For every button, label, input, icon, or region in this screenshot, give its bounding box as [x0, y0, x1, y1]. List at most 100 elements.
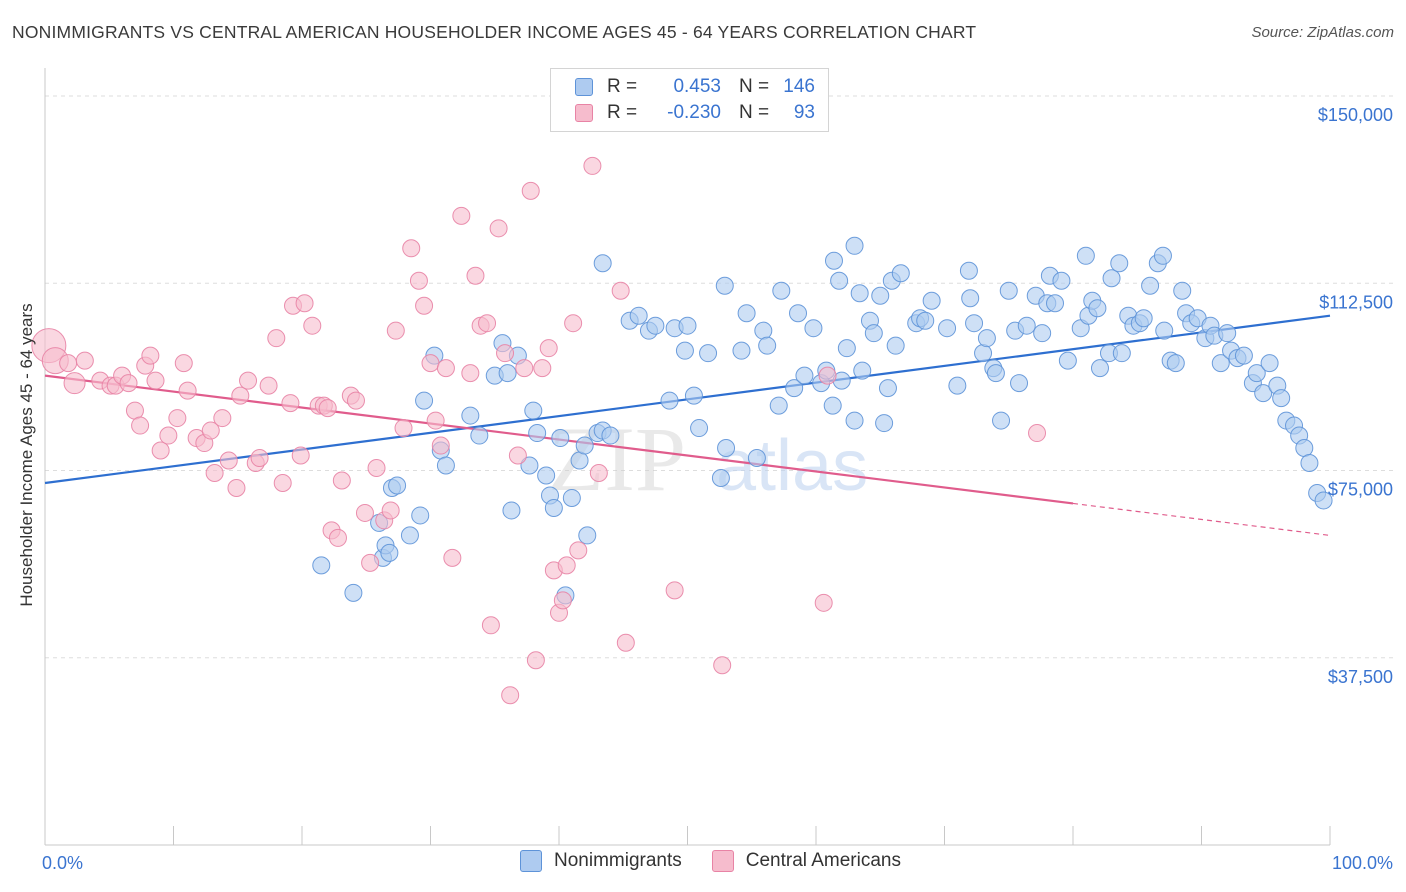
central-american-point: [466, 266, 485, 285]
central-american-point: [250, 449, 269, 468]
nonimmigrant-point: [570, 451, 589, 470]
nonimmigrant-point: [1260, 354, 1279, 373]
pink-swatch-icon: [575, 104, 593, 122]
central-american-point: [526, 651, 545, 670]
nonimmigrant-point: [1314, 491, 1333, 510]
central-american-point: [564, 314, 583, 333]
central-american-point: [119, 374, 138, 393]
nonimmigrant-point: [922, 291, 941, 310]
nonimmigrant-point: [737, 304, 756, 323]
nonimmigrant-point: [388, 476, 407, 495]
nonimmigrant-point: [758, 336, 777, 355]
central-american-point: [426, 411, 445, 430]
nonimmigrant-point: [785, 379, 804, 398]
series-legend: Nonimmigrants Central Americans: [520, 850, 931, 872]
central-american-point: [521, 181, 540, 200]
x-tick-label: 0.0%: [42, 853, 83, 873]
nonimmigrant-point: [660, 391, 679, 410]
central-american-point: [205, 463, 224, 482]
central-american-point: [539, 339, 558, 358]
nonimmigrant-point: [850, 284, 869, 303]
nonimmigrant-point: [878, 379, 897, 398]
central-american-point: [332, 471, 351, 490]
central-american-point: [394, 419, 413, 438]
nonimmigrant-point: [678, 316, 697, 335]
legend-r-label: R =: [607, 102, 638, 123]
central-american-point: [481, 616, 500, 635]
nonimmigrant-point: [551, 429, 570, 448]
nonimmigrant-point: [1173, 281, 1192, 300]
nonimmigrant-point: [961, 289, 980, 308]
legend-n-label: N =: [739, 76, 770, 97]
nonimmigrant-point: [747, 449, 766, 468]
central-american-point: [452, 206, 471, 225]
nonimmigrant-point: [789, 304, 808, 323]
correlation-legend: R = 0.453 N = 146 R = -0.230 N = 93: [550, 68, 829, 132]
nonimmigrant-point: [411, 506, 430, 525]
central-american-point: [227, 478, 246, 497]
nonimmigrant-point: [1295, 439, 1314, 458]
nonimmigrant-point: [717, 439, 736, 458]
central-american-point: [508, 446, 527, 465]
nonimmigrant-point: [1272, 389, 1291, 408]
central-american-point: [346, 391, 365, 410]
legend-label-nonimmigrants: Nonimmigrants: [554, 850, 682, 871]
central-american-point: [303, 316, 322, 335]
legend-n-label: N =: [739, 102, 770, 123]
central-american-point: [75, 351, 94, 370]
nonimmigrant-point: [795, 366, 814, 385]
nonimmigrant-point: [1155, 321, 1174, 340]
nonimmigrant-point: [711, 468, 730, 487]
tick-labels: $37,500 $75,000 $112,500 $150,000 0.0% 100.0%: [42, 105, 1393, 873]
central-american-point: [273, 473, 292, 492]
nonimmigrant-point: [1046, 294, 1065, 313]
central-american-point: [431, 436, 450, 455]
nonimmigrant-point: [528, 424, 547, 443]
nonimmigrant-point: [823, 396, 842, 415]
nonimmigrant-point: [824, 251, 843, 270]
nonimmigrant-point: [629, 306, 648, 325]
nonimmigrant-point: [1218, 324, 1237, 343]
nonimmigrant-point: [684, 386, 703, 405]
central-american-point: [141, 346, 160, 365]
central-american-point: [553, 591, 572, 610]
nonimmigrant-point: [601, 426, 620, 445]
central-american-point: [515, 359, 534, 378]
nonimmigrant-point: [675, 341, 694, 360]
central-american-point: [533, 359, 552, 378]
nonimmigrant-point: [1112, 344, 1131, 363]
legend-item-central-americans[interactable]: Central Americans: [711, 850, 901, 872]
nonimmigrant-point: [1134, 309, 1153, 328]
axes: [44, 68, 1331, 846]
nonimmigrant-point: [537, 466, 556, 485]
legend-item-nonimmigrants[interactable]: Nonimmigrants: [520, 850, 682, 872]
nonimmigrant-point: [1166, 354, 1185, 373]
central-american-point: [151, 441, 170, 460]
nonimmigrant-point: [461, 406, 480, 425]
central-american-point: [178, 381, 197, 400]
central-american-point: [267, 329, 286, 348]
central-american-point: [328, 528, 347, 547]
y-axis-label: Householder Income Ages 45 - 64 years: [17, 303, 36, 606]
central-american-point: [1028, 424, 1047, 443]
nonimmigrant-point: [886, 336, 905, 355]
nonimmigrant-point: [754, 321, 773, 340]
pink-swatch-icon: [711, 850, 734, 872]
legend-r-value: -0.230: [667, 102, 721, 123]
nonimmigrant-point: [715, 276, 734, 295]
central-american-point: [402, 239, 421, 258]
nonimmigrant-point: [344, 583, 363, 602]
nonimmigrant-point: [415, 391, 434, 410]
central-american-point: [569, 541, 588, 560]
nonimmigrant-point: [938, 319, 957, 338]
central-american-point: [818, 366, 837, 385]
nonimmigrant-point: [977, 329, 996, 348]
nonimmigrant-point: [845, 411, 864, 430]
central-american-point: [219, 451, 238, 470]
data-points: [31, 156, 1333, 705]
nonimmigrant-point: [400, 526, 419, 545]
central-american-point: [501, 686, 520, 705]
central-american-point: [616, 633, 635, 652]
source-credit: Source: ZipAtlas.com: [1251, 24, 1394, 41]
central-american-point: [611, 281, 630, 300]
